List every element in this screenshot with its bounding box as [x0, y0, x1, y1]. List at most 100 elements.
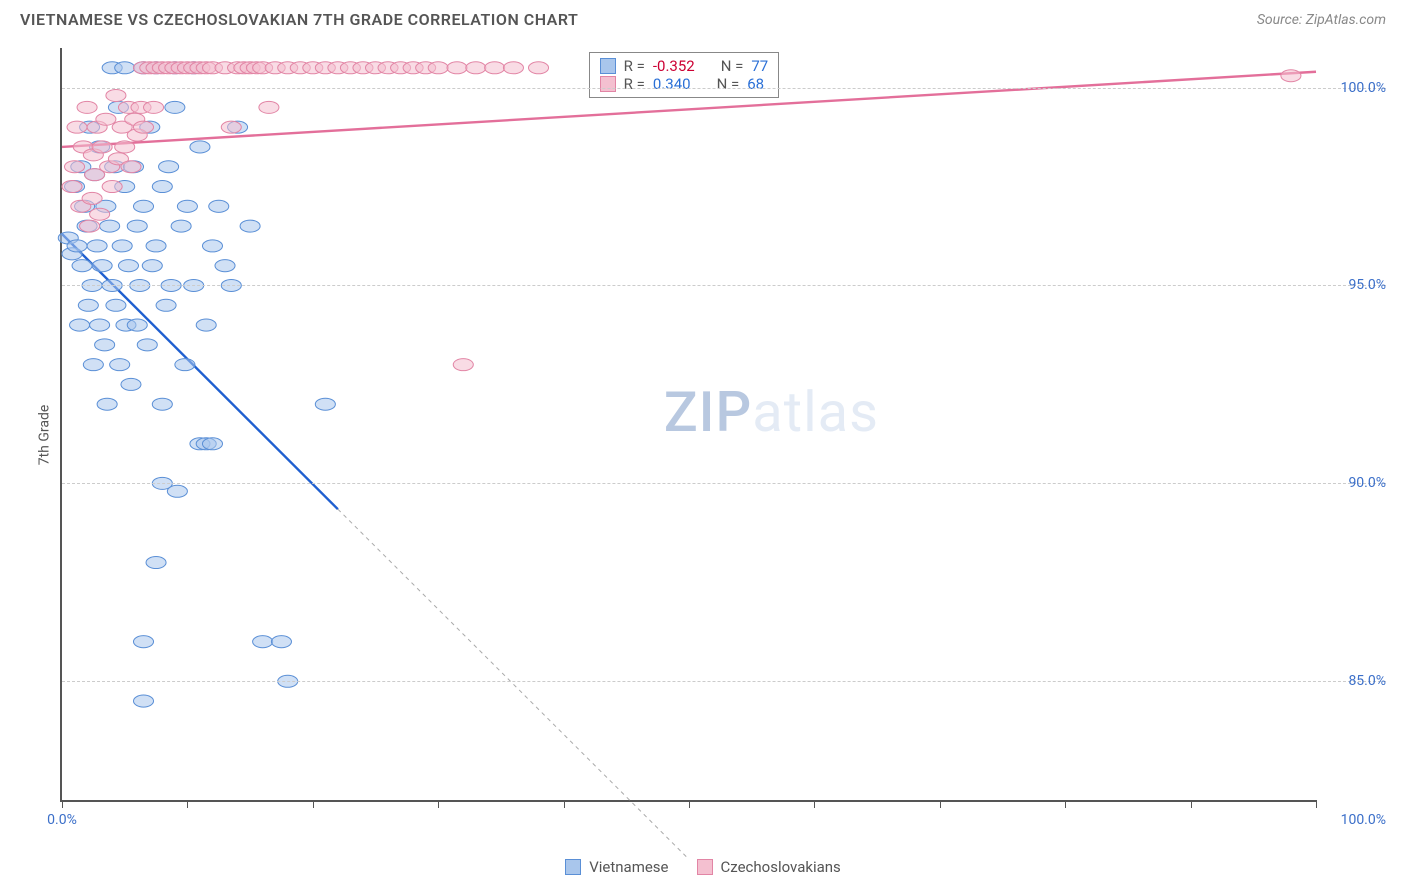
r-label: R =	[624, 75, 645, 93]
x-tick	[62, 800, 63, 808]
data-point	[67, 240, 87, 252]
trend-line	[62, 234, 338, 509]
gridline	[62, 681, 1386, 682]
x-tick	[940, 800, 941, 808]
legend-label: Czechoslovakians	[721, 858, 841, 876]
data-point	[72, 260, 92, 272]
data-point	[133, 200, 153, 212]
r-label: R =	[624, 57, 645, 75]
data-point	[142, 260, 162, 272]
data-point	[96, 113, 116, 125]
r-value: 0.340	[653, 75, 691, 93]
x-tick	[1316, 800, 1317, 808]
data-point	[315, 398, 335, 410]
gridline	[62, 88, 1386, 89]
data-point	[146, 240, 166, 252]
x-tick	[564, 800, 565, 808]
data-point	[118, 260, 138, 272]
data-point	[253, 636, 273, 648]
data-point	[90, 208, 110, 220]
data-point	[106, 299, 126, 311]
legend-swatch	[565, 859, 581, 875]
data-point	[62, 181, 82, 193]
y-tick-label: 95.0%	[1326, 277, 1386, 293]
correlation-row: R =0.340N =68	[600, 75, 769, 93]
legend-item: Czechoslovakians	[697, 858, 841, 876]
data-point	[133, 636, 153, 648]
y-axis-label: 7th Grade	[36, 405, 52, 466]
data-point	[70, 319, 90, 331]
n-value: 68	[747, 75, 764, 93]
x-tick-label: 0.0%	[47, 812, 77, 828]
data-point	[67, 121, 87, 133]
data-point	[503, 62, 523, 74]
n-label: N =	[721, 57, 744, 75]
x-tick	[438, 800, 439, 808]
data-point	[133, 695, 153, 707]
data-point	[80, 220, 100, 232]
data-point	[137, 339, 157, 351]
x-tick	[1065, 800, 1066, 808]
data-point	[144, 101, 164, 113]
data-point	[92, 141, 112, 153]
data-point	[92, 260, 112, 272]
data-point	[97, 398, 117, 410]
data-point	[100, 220, 120, 232]
data-point	[190, 141, 210, 153]
data-point	[196, 319, 216, 331]
chart-container: 7th Grade ZIPatlas R =-0.352N =77R =0.34…	[20, 38, 1386, 832]
y-tick-label: 85.0%	[1326, 673, 1386, 689]
data-point	[146, 557, 166, 569]
data-point	[152, 181, 172, 193]
data-point	[165, 101, 185, 113]
data-point	[215, 260, 235, 272]
data-point	[428, 62, 448, 74]
data-point	[83, 359, 103, 371]
data-point	[95, 339, 115, 351]
data-point	[112, 240, 132, 252]
data-point	[127, 319, 147, 331]
data-point	[221, 121, 241, 133]
data-point	[127, 220, 147, 232]
gridline	[62, 285, 1386, 286]
data-point	[240, 220, 260, 232]
data-point	[447, 62, 467, 74]
source-attribution: Source: ZipAtlas.com	[1257, 12, 1386, 28]
gridline	[62, 483, 1386, 484]
data-point	[121, 161, 141, 173]
data-point	[485, 62, 505, 74]
data-point	[82, 192, 102, 204]
r-value: -0.352	[653, 57, 695, 75]
data-point	[202, 240, 222, 252]
data-point	[209, 200, 229, 212]
data-point	[78, 299, 98, 311]
data-point	[156, 299, 176, 311]
data-point	[121, 378, 141, 390]
data-point	[159, 161, 179, 173]
x-tick	[1191, 800, 1192, 808]
correlation-row: R = -0.352 N = 77	[600, 57, 769, 75]
series-swatch	[600, 76, 616, 92]
data-point	[466, 62, 486, 74]
x-tick	[689, 800, 690, 808]
legend-swatch	[697, 859, 713, 875]
data-point	[152, 398, 172, 410]
y-tick-label: 90.0%	[1326, 475, 1386, 491]
data-point	[133, 121, 153, 133]
data-point	[453, 359, 473, 371]
data-point	[259, 101, 279, 113]
n-value: 77	[751, 57, 768, 75]
data-point	[110, 359, 130, 371]
data-point	[115, 141, 135, 153]
correlation-legend: R = -0.352 N = 77R = 0.340 N =68	[589, 52, 780, 98]
y-tick-label: 100.0%	[1326, 80, 1386, 96]
data-point	[90, 319, 110, 331]
series-swatch	[600, 58, 616, 74]
legend-label: Vietnamese	[589, 858, 668, 876]
scatter-svg	[62, 48, 1316, 800]
trend-line-extrapolated	[338, 509, 689, 859]
data-point	[65, 161, 85, 173]
x-tick	[313, 800, 314, 808]
data-point	[175, 359, 195, 371]
data-point	[106, 89, 126, 101]
